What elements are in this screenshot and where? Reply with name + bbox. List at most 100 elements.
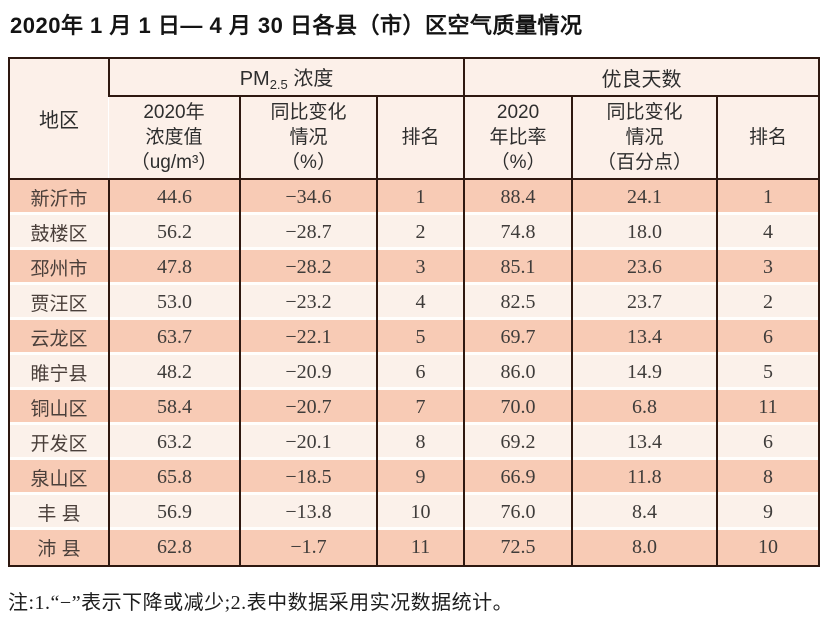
cell-region: 泉山区 xyxy=(9,460,109,495)
cell-gd-change: 13.4 xyxy=(571,320,718,355)
cell-gd-rank: 6 xyxy=(716,320,820,355)
cell-region: 鼓楼区 xyxy=(9,215,109,250)
cell-pm-value: 65.8 xyxy=(108,460,240,495)
column-header-gd-change: 同比变化 情况 （百分点） xyxy=(571,96,718,180)
table-row: 鼓楼区 56.2 −28.7 2 74.8 18.0 4 xyxy=(9,215,820,250)
cell-gd-rank: 9 xyxy=(716,495,820,530)
cell-gd-ratio: 72.5 xyxy=(463,530,573,566)
cell-gd-ratio: 74.8 xyxy=(463,215,573,250)
column-header-pm-rank: 排名 xyxy=(375,96,465,180)
cell-gd-rank: 1 xyxy=(716,179,820,215)
cell-gd-change: 13.4 xyxy=(571,425,718,460)
cell-region: 丰 县 xyxy=(9,495,109,530)
cell-pm-value: 44.6 xyxy=(108,179,240,215)
table-row: 沛 县 62.8 −1.7 11 72.5 8.0 10 xyxy=(9,530,820,566)
cell-region: 贾汪区 xyxy=(9,285,109,320)
cell-region: 邳州市 xyxy=(9,250,109,285)
cell-gd-change: 6.8 xyxy=(571,390,718,425)
cell-pm-rank: 1 xyxy=(375,179,465,215)
table-row: 贾汪区 53.0 −23.2 4 82.5 23.7 2 xyxy=(9,285,820,320)
cell-gd-rank: 8 xyxy=(716,460,820,495)
cell-gd-change: 8.4 xyxy=(571,495,718,530)
column-header-pm-change: 同比变化 情况 （%） xyxy=(239,96,377,180)
cell-gd-ratio: 69.2 xyxy=(463,425,573,460)
column-header-pm-value: 2020年 浓度值 （ug/m³） xyxy=(109,96,240,180)
cell-gd-rank: 4 xyxy=(716,215,820,250)
cell-gd-ratio: 70.0 xyxy=(463,390,573,425)
cell-pm-value: 53.0 xyxy=(108,285,240,320)
cell-pm-value: 63.2 xyxy=(108,425,240,460)
cell-gd-ratio: 85.1 xyxy=(463,250,573,285)
column-header-gd-rank: 排名 xyxy=(716,96,820,180)
cell-pm-value: 56.2 xyxy=(108,215,240,250)
page-title: 2020年 1 月 1 日— 4 月 30 日各县（市）区空气质量情况 xyxy=(10,13,583,38)
cell-pm-value: 56.9 xyxy=(108,495,240,530)
table-row: 云龙区 63.7 −22.1 5 69.7 13.4 6 xyxy=(9,320,820,355)
column-group-pm25: PM2.5 浓度 xyxy=(107,58,465,97)
cell-pm-change: −23.2 xyxy=(239,285,377,320)
cell-region: 睢宁县 xyxy=(9,355,109,390)
cell-pm-rank: 8 xyxy=(375,425,465,460)
cell-pm-change: −28.7 xyxy=(239,215,377,250)
cell-region: 云龙区 xyxy=(9,320,109,355)
cell-pm-change: −18.5 xyxy=(239,460,377,495)
footnote: 注:1.“−”表示下降或减少;2.表中数据采用实况数据统计。 xyxy=(8,592,514,614)
column-header-region: 地区 xyxy=(9,58,109,180)
cell-pm-rank: 7 xyxy=(375,390,465,425)
cell-pm-change: −20.7 xyxy=(239,390,377,425)
column-group-good-days: 优良天数 xyxy=(463,58,820,97)
table-row: 泉山区 65.8 −18.5 9 66.9 11.8 8 xyxy=(9,460,820,495)
cell-gd-rank: 3 xyxy=(716,250,820,285)
cell-pm-rank: 6 xyxy=(375,355,465,390)
cell-pm-rank: 3 xyxy=(375,250,465,285)
table-row: 丰 县 56.9 −13.8 10 76.0 8.4 9 xyxy=(9,495,820,530)
cell-region: 铜山区 xyxy=(9,390,109,425)
cell-gd-rank: 6 xyxy=(716,425,820,460)
cell-gd-change: 8.0 xyxy=(571,530,718,566)
air-quality-table: 地区 PM2.5 浓度 优良天数 2020年 浓度值 （ug/m³） 同比变化 … xyxy=(8,57,821,567)
cell-pm-change: −22.1 xyxy=(239,320,377,355)
cell-gd-rank: 2 xyxy=(716,285,820,320)
cell-gd-ratio: 66.9 xyxy=(463,460,573,495)
cell-pm-rank: 9 xyxy=(375,460,465,495)
cell-gd-change: 18.0 xyxy=(571,215,718,250)
cell-pm-change: −34.6 xyxy=(239,179,377,215)
pm25-subscript: 2.5 xyxy=(269,77,288,92)
cell-pm-rank: 2 xyxy=(375,215,465,250)
cell-gd-ratio: 69.7 xyxy=(463,320,573,355)
cell-pm-value: 58.4 xyxy=(108,390,240,425)
cell-pm-rank: 4 xyxy=(375,285,465,320)
cell-pm-value: 63.7 xyxy=(108,320,240,355)
cell-pm-change: −20.9 xyxy=(239,355,377,390)
cell-pm-change: −13.8 xyxy=(239,495,377,530)
cell-pm-rank: 10 xyxy=(375,495,465,530)
table-row: 新沂市 44.6 −34.6 1 88.4 24.1 1 xyxy=(9,179,820,215)
cell-gd-change: 14.9 xyxy=(571,355,718,390)
table-body: 新沂市 44.6 −34.6 1 88.4 24.1 1 鼓楼区 56.2 −2… xyxy=(9,179,820,566)
cell-gd-rank: 11 xyxy=(716,390,820,425)
table-header: 地区 PM2.5 浓度 优良天数 2020年 浓度值 （ug/m³） 同比变化 … xyxy=(9,58,820,180)
table-row: 铜山区 58.4 −20.7 7 70.0 6.8 11 xyxy=(9,390,820,425)
cell-gd-change: 23.7 xyxy=(571,285,718,320)
cell-gd-ratio: 82.5 xyxy=(463,285,573,320)
cell-pm-change: −20.1 xyxy=(239,425,377,460)
cell-gd-ratio: 88.4 xyxy=(463,179,573,215)
cell-gd-ratio: 76.0 xyxy=(463,495,573,530)
table-row: 睢宁县 48.2 −20.9 6 86.0 14.9 5 xyxy=(9,355,820,390)
cell-gd-ratio: 86.0 xyxy=(463,355,573,390)
cell-region: 新沂市 xyxy=(9,179,109,215)
cell-pm-change: −28.2 xyxy=(239,250,377,285)
cell-region: 开发区 xyxy=(9,425,109,460)
cell-pm-value: 47.8 xyxy=(108,250,240,285)
cell-gd-rank: 5 xyxy=(716,355,820,390)
cell-gd-change: 23.6 xyxy=(571,250,718,285)
cell-pm-value: 48.2 xyxy=(108,355,240,390)
cell-pm-change: −1.7 xyxy=(239,530,377,566)
cell-region: 沛 县 xyxy=(9,530,109,566)
pm25-suffix: 浓度 xyxy=(287,68,334,90)
cell-pm-value: 62.8 xyxy=(108,530,240,566)
cell-gd-rank: 10 xyxy=(716,530,820,566)
table-row: 开发区 63.2 −20.1 8 69.2 13.4 6 xyxy=(9,425,820,460)
table-row: 邳州市 47.8 −28.2 3 85.1 23.6 3 xyxy=(9,250,820,285)
